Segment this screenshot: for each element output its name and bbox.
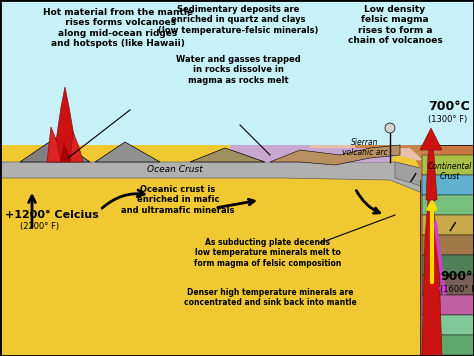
Polygon shape	[422, 155, 474, 175]
Text: Sierran
volcanic arc: Sierran volcanic arc	[342, 138, 388, 157]
Polygon shape	[53, 87, 75, 162]
Polygon shape	[444, 320, 474, 340]
Polygon shape	[438, 280, 474, 300]
Polygon shape	[270, 145, 400, 165]
Polygon shape	[0, 145, 285, 162]
Polygon shape	[426, 200, 474, 220]
Polygon shape	[423, 180, 474, 200]
Text: +1200° Celcius: +1200° Celcius	[5, 210, 99, 220]
Polygon shape	[422, 295, 474, 315]
Polygon shape	[310, 145, 430, 162]
Polygon shape	[422, 175, 474, 195]
Polygon shape	[20, 138, 90, 162]
Text: Water and gasses trapped
in rocks dissolve in
magma as rocks melt: Water and gasses trapped in rocks dissol…	[176, 55, 301, 85]
Polygon shape	[422, 255, 474, 275]
Polygon shape	[420, 160, 474, 180]
Polygon shape	[429, 220, 474, 240]
Text: Hot material from the mantle
  rises forms volcanoes
along mid-ocean ridges
and : Hot material from the mantle rises forms…	[43, 8, 193, 48]
Polygon shape	[422, 235, 474, 255]
Text: Continental
Crust: Continental Crust	[428, 162, 472, 182]
Text: Oceanic crust is
enriched in mafic
and ultramafic minerals: Oceanic crust is enriched in mafic and u…	[121, 185, 235, 215]
Polygon shape	[0, 162, 440, 205]
Text: Low density
felsic magma
rises to form a
chain of volcanoes: Low density felsic magma rises to form a…	[347, 5, 442, 45]
Polygon shape	[422, 200, 442, 356]
Polygon shape	[422, 335, 474, 355]
Polygon shape	[432, 240, 474, 260]
Polygon shape	[435, 260, 474, 280]
Text: 700°C: 700°C	[428, 100, 470, 113]
Text: (1300° F): (1300° F)	[428, 115, 467, 124]
Polygon shape	[190, 148, 265, 162]
Polygon shape	[422, 215, 474, 235]
Polygon shape	[355, 145, 445, 165]
Polygon shape	[447, 340, 474, 356]
Polygon shape	[60, 142, 71, 162]
Text: Ocean Crust: Ocean Crust	[147, 165, 203, 174]
Text: 900°C: 900°C	[440, 270, 474, 283]
Text: (2200° F): (2200° F)	[20, 222, 59, 231]
Polygon shape	[0, 145, 474, 356]
Polygon shape	[441, 300, 474, 320]
Polygon shape	[422, 275, 474, 295]
Polygon shape	[426, 140, 437, 200]
Text: Denser high temperature minerals are
concentrated and sink back into mantle: Denser high temperature minerals are con…	[183, 288, 356, 307]
Polygon shape	[400, 145, 474, 260]
Polygon shape	[230, 145, 395, 162]
Polygon shape	[95, 142, 160, 162]
Polygon shape	[420, 128, 442, 150]
Polygon shape	[422, 195, 474, 215]
Polygon shape	[47, 127, 61, 162]
Polygon shape	[420, 145, 474, 356]
Text: (1600° F): (1600° F)	[440, 285, 474, 294]
Polygon shape	[422, 315, 474, 335]
Polygon shape	[70, 132, 83, 162]
Polygon shape	[395, 162, 474, 278]
Circle shape	[385, 123, 395, 133]
Text: As subducting plate decends
low temperature minerals melt to
form magma of felsi: As subducting plate decends low temperat…	[194, 238, 342, 268]
Text: Sedimentary deposits are
enriched in quartz and clays
(low temperature-felsic mi: Sedimentary deposits are enriched in qua…	[158, 5, 318, 35]
